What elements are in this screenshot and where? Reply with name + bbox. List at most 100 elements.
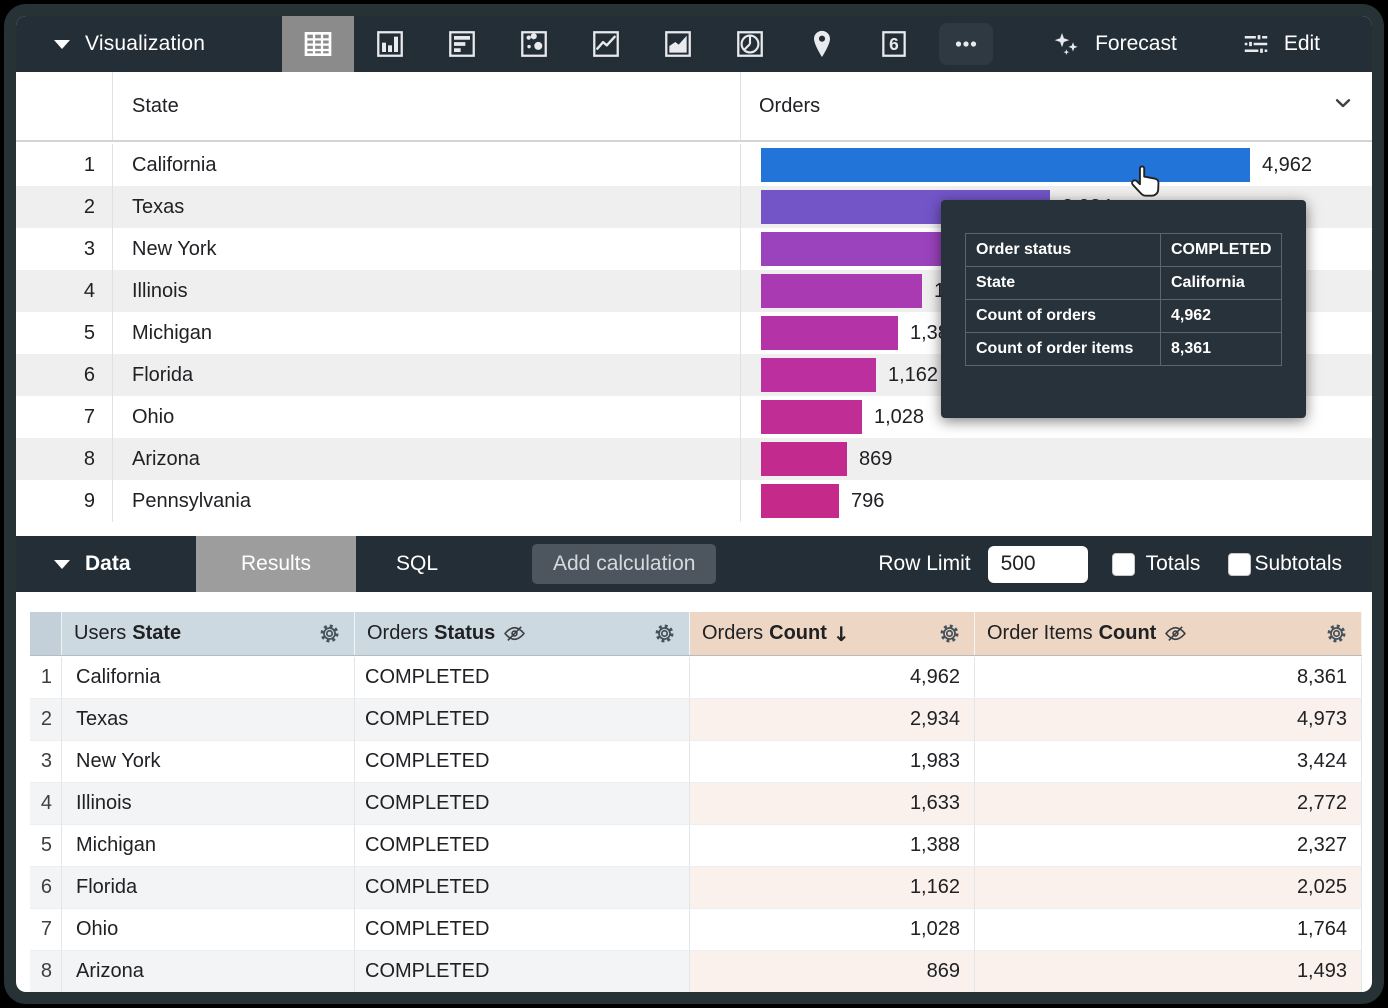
orders-bar[interactable] <box>761 316 898 350</box>
ellipsis-icon <box>939 23 993 65</box>
orders-bar[interactable] <box>761 232 956 266</box>
orders-count-cell[interactable]: 1,028 <box>690 909 975 951</box>
gear-icon[interactable] <box>1324 621 1349 646</box>
gear-icon[interactable] <box>317 621 342 646</box>
orders-header-label: Orders <box>759 94 821 117</box>
orders-status-cell[interactable]: COMPLETED <box>355 825 690 867</box>
order-items-count-cell[interactable]: 3,424 <box>975 741 1362 783</box>
orders-bar[interactable] <box>761 400 862 434</box>
viz-type-line-chart-button[interactable] <box>570 16 642 72</box>
row-limit-input[interactable] <box>987 545 1088 583</box>
viz-type-pie-chart-button[interactable] <box>714 16 786 72</box>
data-table-row: 8 Arizona COMPLETED 869 1,493 <box>30 951 1362 992</box>
orders-bar[interactable] <box>761 148 1250 182</box>
viz-type-map-button[interactable] <box>786 16 858 72</box>
viz-state-cell: Illinois <box>112 270 740 312</box>
users-state-cell[interactable]: New York <box>62 741 355 783</box>
orders-bar[interactable] <box>761 442 847 476</box>
orders-count-cell[interactable]: 4,962 <box>690 657 975 699</box>
data-row-number: 7 <box>30 909 62 951</box>
viz-column-header-orders[interactable]: Orders <box>740 72 1372 140</box>
forecast-button[interactable]: Forecast <box>1052 29 1177 59</box>
users-state-cell[interactable]: Florida <box>62 867 355 909</box>
order-items-count-cell[interactable]: 2,327 <box>975 825 1362 867</box>
viz-type-scatter-plot-button[interactable] <box>498 16 570 72</box>
orders-count-cell[interactable]: 1,633 <box>690 783 975 825</box>
svg-text:6: 6 <box>889 34 899 54</box>
orders-bar[interactable] <box>761 274 922 308</box>
orders-count-cell[interactable]: 1,983 <box>690 741 975 783</box>
column-header-orders-status[interactable]: Orders Status <box>355 612 690 655</box>
orders-count-cell[interactable]: 1,388 <box>690 825 975 867</box>
orders-status-cell[interactable]: COMPLETED <box>355 699 690 741</box>
tooltip-value: 4,962 <box>1171 307 1212 324</box>
orders-bar[interactable] <box>761 358 876 392</box>
order-items-count-cell[interactable]: 1,493 <box>975 951 1362 992</box>
viz-type-table-button[interactable] <box>282 16 354 72</box>
totals-checkbox[interactable] <box>1111 552 1135 576</box>
orders-count-cell[interactable]: 1,162 <box>690 867 975 909</box>
visualization-section-toggle[interactable]: Visualization <box>16 16 282 72</box>
tooltip-value: California <box>1171 274 1245 291</box>
order-items-count-cell[interactable]: 8,361 <box>975 657 1362 699</box>
users-state-cell[interactable]: Ohio <box>62 909 355 951</box>
viz-state-cell: New York <box>112 228 740 270</box>
orders-status-cell[interactable]: COMPLETED <box>355 951 690 992</box>
data-row-number: 4 <box>30 783 62 825</box>
orders-bar[interactable] <box>761 484 839 518</box>
tab-sql[interactable]: SQL <box>356 536 478 592</box>
orders-status-cell[interactable]: COMPLETED <box>355 657 690 699</box>
orders-status-cell[interactable]: COMPLETED <box>355 867 690 909</box>
users-state-cell[interactable]: Michigan <box>62 825 355 867</box>
line-chart-icon <box>593 31 619 57</box>
order-items-count-cell[interactable]: 2,772 <box>975 783 1362 825</box>
data-bar-controls: Row Limit Totals Subtotals <box>878 536 1372 592</box>
orders-count-cell[interactable]: 869 <box>690 951 975 992</box>
tooltip-row: Count of orders 4,962 <box>966 299 1281 332</box>
viz-type-column-chart-button[interactable] <box>354 16 426 72</box>
hidden-from-viz-icon <box>1164 625 1187 642</box>
viz-row-number: 3 <box>83 237 95 260</box>
viz-type-bar-chart-button[interactable] <box>426 16 498 72</box>
viz-type-more-button[interactable] <box>930 16 1002 72</box>
caret-down-icon <box>54 559 70 569</box>
users-state-cell[interactable]: California <box>62 657 355 699</box>
order-items-count-cell[interactable]: 1,764 <box>975 909 1362 951</box>
users-state-cell[interactable]: Illinois <box>62 783 355 825</box>
tab-results[interactable]: Results <box>196 536 356 592</box>
order-items-count-cell[interactable]: 2,025 <box>975 867 1362 909</box>
totals-toggle[interactable]: Totals <box>1111 552 1201 576</box>
gear-icon[interactable] <box>652 621 677 646</box>
orders-bar-value: 1,028 <box>874 405 925 428</box>
viz-state-cell: Ohio <box>112 396 740 438</box>
viz-state-cell: Michigan <box>112 312 740 354</box>
orders-count-cell[interactable]: 2,934 <box>690 699 975 741</box>
orders-status-cell[interactable]: COMPLETED <box>355 741 690 783</box>
orders-status-cell[interactable]: COMPLETED <box>355 783 690 825</box>
sparkle-icon <box>1054 33 1078 55</box>
viz-column-header-state[interactable]: State <box>112 72 740 140</box>
subtotals-toggle[interactable]: Subtotals <box>1228 552 1342 576</box>
data-section-toggle[interactable]: Data <box>16 536 196 592</box>
subtotals-checkbox[interactable] <box>1228 552 1252 576</box>
users-state-cell[interactable]: Arizona <box>62 951 355 992</box>
viz-row-number: 4 <box>83 279 95 302</box>
users-state-cell[interactable]: Texas <box>62 699 355 741</box>
viz-type-area-chart-button[interactable] <box>642 16 714 72</box>
add-calculation-button[interactable]: Add calculation <box>532 544 717 584</box>
data-table-row: 2 Texas COMPLETED 2,934 4,973 <box>30 699 1362 741</box>
viz-type-single-value-button[interactable]: 6 <box>858 16 930 72</box>
toolbar-actions: Forecast Edit <box>1052 16 1372 72</box>
column-header-users-state[interactable]: Users State <box>62 612 355 655</box>
data-table-row: 1 California COMPLETED 4,962 8,361 <box>30 657 1362 699</box>
hover-tooltip: Order status COMPLETED State California Coun… <box>941 200 1306 418</box>
column-header-orders-count[interactable]: Orders Count ↓ <box>690 612 975 655</box>
totals-label: Totals <box>1145 552 1201 575</box>
orders-status-cell[interactable]: COMPLETED <box>355 909 690 951</box>
gear-icon[interactable] <box>937 621 962 646</box>
order-items-count-cell[interactable]: 4,973 <box>975 699 1362 741</box>
column-header-order-items-count[interactable]: Order Items Count <box>975 612 1362 655</box>
edit-button[interactable]: Edit <box>1241 29 1320 59</box>
chevron-down-icon[interactable] <box>1330 90 1356 122</box>
viz-row-number: 6 <box>83 363 95 386</box>
